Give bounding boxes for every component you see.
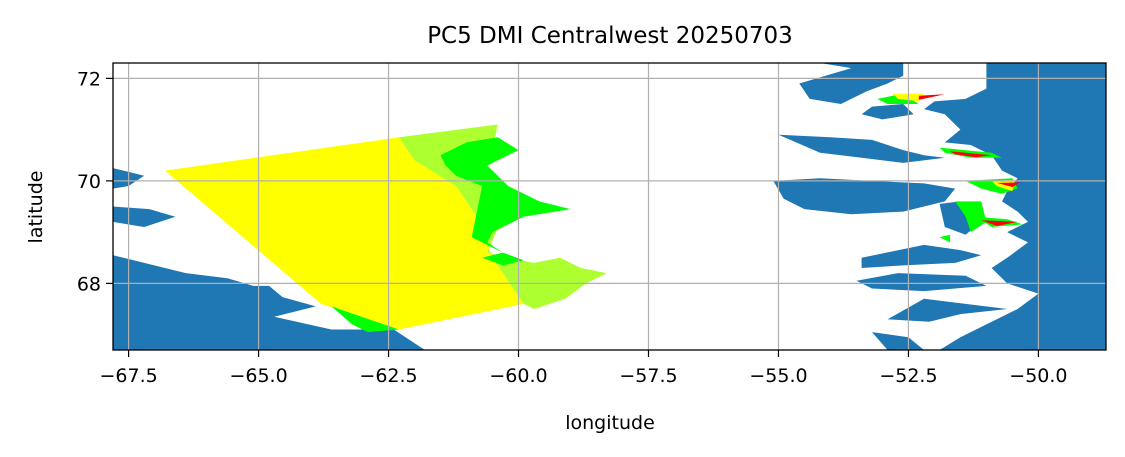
ice-region-9 — [950, 151, 992, 158]
x-axis: −67.5 −65.0 −62.5 −60.0 −57.5 −55.0 −52.5 −50.0 — [99, 350, 1068, 387]
grid-layer — [113, 63, 1106, 350]
ice-region-0 — [165, 137, 524, 330]
x-axis-label: longitude — [565, 412, 655, 434]
x-tick-label: −50.0 — [1009, 365, 1067, 387]
land-region-2 — [113, 255, 425, 350]
land-region-7 — [778, 134, 945, 163]
chart-title: PC5 DMI Centralwest 20250703 — [427, 23, 793, 49]
x-tick-label: −62.5 — [359, 365, 417, 387]
x-tick-label: −57.5 — [619, 365, 677, 387]
land-layer — [113, 63, 1106, 350]
land-region-6 — [903, 63, 1106, 350]
land-region-3 — [222, 285, 285, 299]
land-region-5 — [861, 104, 914, 120]
land-region-13 — [872, 332, 924, 350]
plot-frame — [112, 62, 1107, 351]
y-axis: 68 70 72 — [77, 68, 113, 295]
x-tick-label: −67.5 — [99, 365, 157, 387]
land-region-8 — [773, 178, 956, 215]
x-tick-label: −60.0 — [489, 365, 547, 387]
ice-region-2 — [440, 137, 571, 253]
land-region-10 — [861, 244, 982, 268]
land-region-4 — [799, 63, 904, 104]
ice-region-7 — [918, 94, 945, 100]
y-axis-label: latitude — [25, 171, 47, 244]
ice-region-12 — [996, 182, 1021, 187]
ice-region-13 — [955, 201, 987, 233]
ice-region-4 — [482, 252, 524, 266]
land-region-11 — [856, 273, 987, 292]
y-tick-label: 72 — [77, 68, 101, 90]
ice-layer — [165, 93, 1023, 333]
x-tick-label: −65.0 — [229, 365, 287, 387]
ice-region-15 — [981, 220, 1018, 226]
x-tick-label: −55.0 — [749, 365, 807, 387]
y-tick-label: 70 — [77, 171, 101, 193]
land-region-12 — [887, 298, 1008, 322]
ice-region-3 — [331, 306, 399, 333]
y-tick-label: 68 — [77, 273, 101, 295]
x-tick-label: −52.5 — [879, 365, 937, 387]
ice-region-16 — [939, 234, 950, 243]
